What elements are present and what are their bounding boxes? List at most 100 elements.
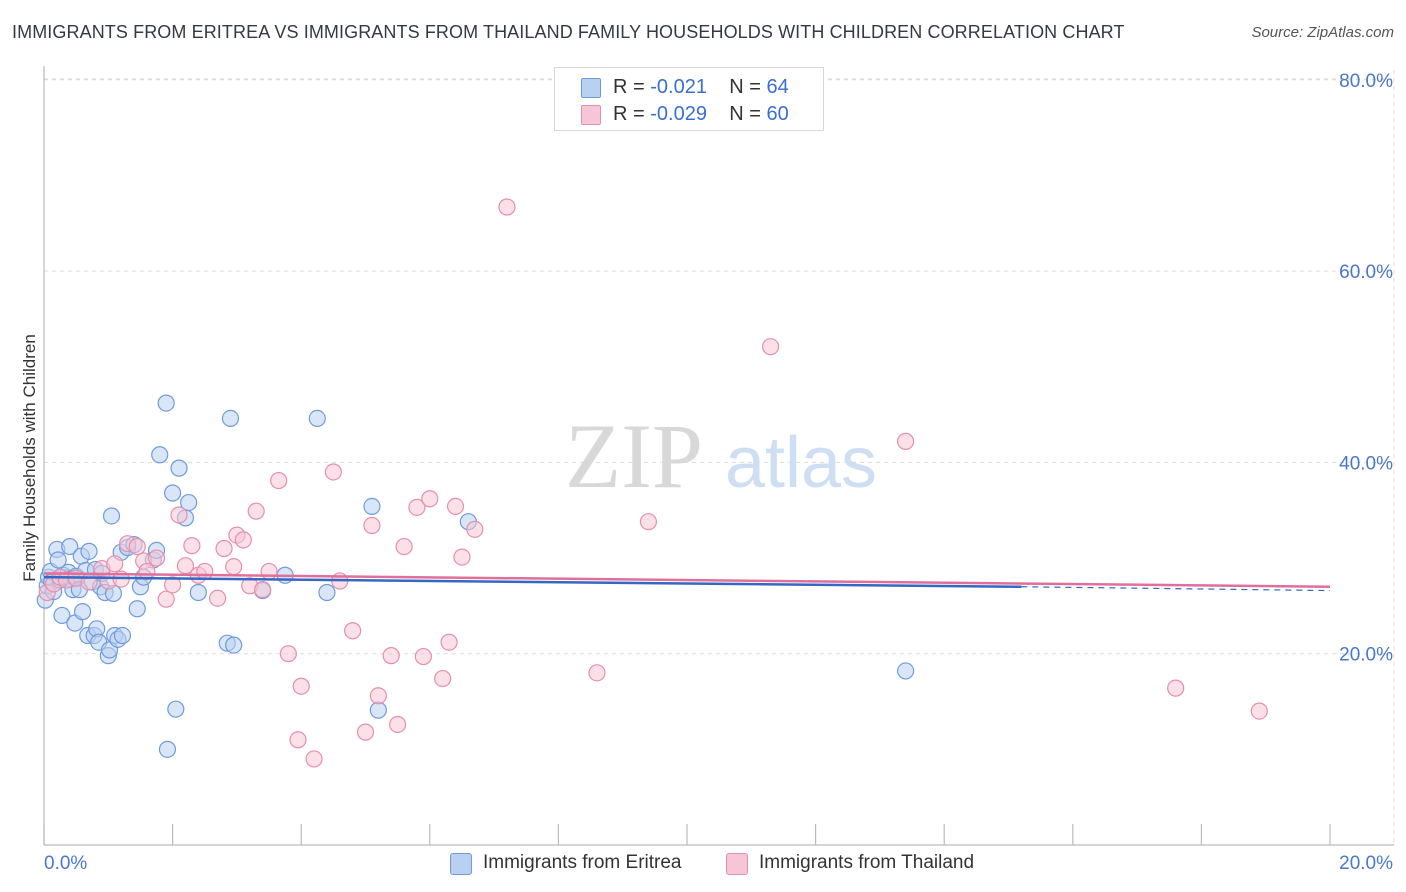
- correlation-legend: R = -0.021 N = 64 R = -0.029 N = 60: [554, 67, 824, 131]
- thailand-point: [588, 664, 606, 682]
- thailand-point: [215, 539, 233, 558]
- thailand-point: [279, 645, 297, 663]
- thailand-point: [225, 558, 243, 576]
- eritrea-n-value: 64: [766, 76, 789, 98]
- thailand-swatch: [581, 105, 601, 125]
- thailand-point: [128, 537, 146, 556]
- chart-title: IMMIGRANTS FROM ERITREA VS IMMIGRANTS FR…: [12, 22, 1125, 42]
- eritrea-r-value: -0.021: [650, 76, 707, 98]
- thailand-point: [209, 589, 227, 607]
- watermark-atlas: atlas: [725, 423, 877, 503]
- thailand-n-value: 60: [766, 103, 789, 125]
- y-tick-label: 20.0%: [1339, 645, 1393, 666]
- thailand-point: [183, 537, 201, 555]
- thailand-r-label: R =: [613, 103, 645, 125]
- y-tick-label: 40.0%: [1339, 453, 1393, 474]
- thailand-r-value: -0.029: [650, 103, 707, 125]
- axes: [43, 66, 1394, 846]
- thailand-point: [1250, 702, 1268, 720]
- thailand-point: [395, 537, 413, 556]
- thailand-point: [639, 513, 658, 531]
- thailand-points: [38, 198, 1268, 768]
- thailand-point: [446, 497, 465, 515]
- thailand-point: [466, 520, 484, 538]
- thailand-point: [147, 549, 166, 567]
- thailand-point: [196, 562, 214, 581]
- eritrea-n-label: N =: [729, 76, 761, 98]
- eritrea-r-label: R =: [613, 76, 645, 98]
- thailand-point: [289, 731, 307, 749]
- tick-labels: 20.0% 40.0% 60.0% 80.0% 0.0% 20.0%: [44, 71, 1393, 874]
- y-tick-label: 80.0%: [1339, 71, 1393, 92]
- thailand-point: [234, 531, 252, 549]
- thailand-point: [414, 647, 432, 666]
- trend-lines: [43, 572, 1331, 592]
- eritrea-trend-line: [43, 575, 1022, 588]
- eritrea-point: [128, 600, 146, 618]
- thailand-point: [434, 669, 452, 688]
- thailand-legend-label: Immigrants from Thailand: [759, 852, 975, 873]
- thailand-point: [305, 750, 323, 768]
- thailand-point: [247, 502, 265, 520]
- thailand-point: [106, 555, 124, 573]
- grid-lines: [44, 70, 1395, 845]
- watermark-zip: ZIP: [565, 405, 703, 507]
- thailand-point: [761, 338, 780, 356]
- eritrea-point: [157, 394, 175, 412]
- eritrea-point: [308, 409, 326, 428]
- eritrea-point: [170, 459, 188, 477]
- thailand-point: [270, 471, 288, 490]
- thailand-point: [260, 562, 278, 581]
- thailand-point: [498, 198, 516, 216]
- thailand-point: [157, 590, 175, 608]
- thailand-point: [382, 647, 400, 665]
- source-label: Source: ZipAtlas.com: [1251, 24, 1394, 41]
- thailand-point: [897, 432, 915, 450]
- eritrea-point: [53, 606, 71, 625]
- thailand-point: [292, 677, 310, 695]
- eritrea-point: [61, 537, 79, 556]
- watermark: ZIP atlas: [565, 405, 877, 507]
- thailand-point: [440, 633, 458, 651]
- eritrea-trend-extension: [1021, 586, 1331, 592]
- eritrea-point: [102, 507, 121, 525]
- thailand-point: [356, 723, 375, 741]
- eritrea-point: [180, 493, 198, 512]
- eritrea-point: [189, 583, 207, 602]
- thailand-point: [344, 622, 362, 640]
- x-tick-label: 0.0%: [44, 853, 87, 874]
- thailand-trend-line: [43, 572, 1331, 588]
- thailand-point: [363, 516, 381, 535]
- thailand-point: [254, 581, 272, 599]
- eritrea-point: [225, 636, 243, 654]
- thailand-point: [1167, 679, 1185, 697]
- thailand-point: [421, 490, 439, 508]
- eritrea-point: [151, 446, 169, 464]
- eritrea-point: [363, 497, 381, 515]
- eritrea-point: [113, 626, 132, 645]
- thailand-n-label: N =: [729, 103, 761, 125]
- thailand-point: [324, 463, 342, 481]
- thailand-point: [453, 548, 471, 566]
- eritrea-point: [897, 662, 915, 680]
- eritrea-swatch: [581, 78, 601, 98]
- y-tick-label: 60.0%: [1339, 262, 1393, 283]
- eritrea-point: [369, 701, 387, 719]
- eritrea-point: [80, 542, 98, 560]
- eritrea-legend-label: Immigrants from Eritrea: [483, 852, 682, 873]
- thailand-legend-swatch: [726, 853, 748, 875]
- eritrea-point: [318, 583, 336, 602]
- thailand-point: [369, 687, 387, 705]
- x-tick-label: 20.0%: [1339, 853, 1393, 874]
- eritrea-legend-swatch: [450, 853, 472, 875]
- eritrea-point: [164, 484, 182, 502]
- thailand-point: [170, 506, 188, 524]
- eritrea-point: [221, 409, 240, 428]
- thailand-point: [389, 715, 407, 734]
- eritrea-point: [158, 740, 177, 758]
- eritrea-point: [167, 700, 185, 718]
- thailand-point: [408, 498, 426, 516]
- thailand-point: [164, 576, 182, 594]
- eritrea-point: [49, 551, 67, 569]
